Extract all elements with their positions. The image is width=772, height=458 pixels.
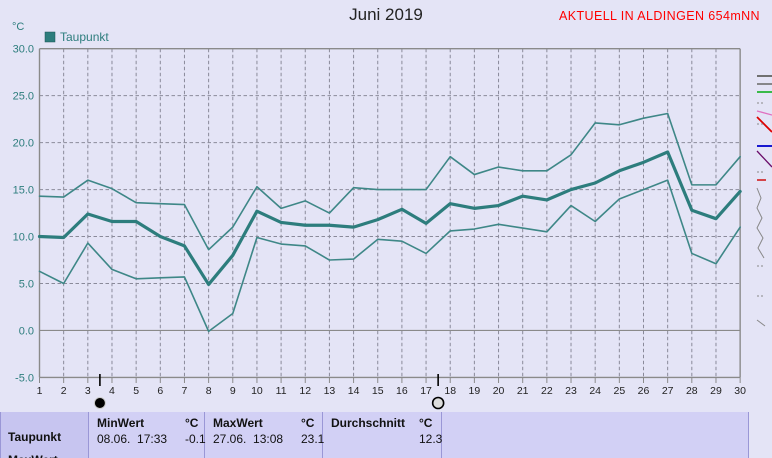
svg-text:10: 10 xyxy=(251,385,263,397)
svg-text:4: 4 xyxy=(109,385,115,397)
svg-text:17: 17 xyxy=(420,385,432,397)
svg-text:1: 1 xyxy=(37,385,43,397)
svg-text:Juni 2019: Juni 2019 xyxy=(349,5,423,24)
svg-text:10.0: 10.0 xyxy=(13,232,34,244)
svg-text:23: 23 xyxy=(565,385,577,397)
svg-text:11: 11 xyxy=(276,385,287,397)
svg-text:21: 21 xyxy=(517,385,529,397)
svg-text:18: 18 xyxy=(444,385,456,397)
svg-text:25: 25 xyxy=(613,385,625,397)
svg-text:0.0: 0.0 xyxy=(19,326,34,338)
svg-text:6: 6 xyxy=(157,385,163,397)
svg-text:15.0: 15.0 xyxy=(13,185,34,197)
svg-text:24: 24 xyxy=(589,385,601,397)
svg-text:30.0: 30.0 xyxy=(13,44,34,56)
svg-text:26: 26 xyxy=(638,385,650,397)
svg-text:19: 19 xyxy=(469,385,481,397)
svg-text:3: 3 xyxy=(85,385,91,397)
svg-text:30: 30 xyxy=(734,385,746,397)
svg-text:°C: °C xyxy=(12,21,24,33)
svg-text:7: 7 xyxy=(182,385,188,397)
svg-text:15: 15 xyxy=(372,385,384,397)
svg-text:29: 29 xyxy=(710,385,722,397)
svg-text:22: 22 xyxy=(541,385,553,397)
svg-text:2: 2 xyxy=(61,385,67,397)
svg-text:AKTUELL IN ALDINGEN 654mNN: AKTUELL IN ALDINGEN 654mNN xyxy=(559,9,760,23)
svg-text:Taupunkt: Taupunkt xyxy=(60,30,109,44)
svg-text:16: 16 xyxy=(396,385,408,397)
svg-text:14: 14 xyxy=(348,385,360,397)
svg-text:27: 27 xyxy=(662,385,674,397)
svg-text:8: 8 xyxy=(206,385,212,397)
svg-text:5: 5 xyxy=(133,385,139,397)
svg-text:20.0: 20.0 xyxy=(13,138,34,150)
svg-text:28: 28 xyxy=(686,385,698,397)
svg-text:-5.0: -5.0 xyxy=(15,373,34,385)
svg-text:25.0: 25.0 xyxy=(13,91,34,103)
svg-text:20: 20 xyxy=(493,385,505,397)
svg-text:12: 12 xyxy=(299,385,311,397)
svg-text:13: 13 xyxy=(324,385,336,397)
svg-text:5.0: 5.0 xyxy=(19,279,34,291)
svg-text:9: 9 xyxy=(230,385,236,397)
